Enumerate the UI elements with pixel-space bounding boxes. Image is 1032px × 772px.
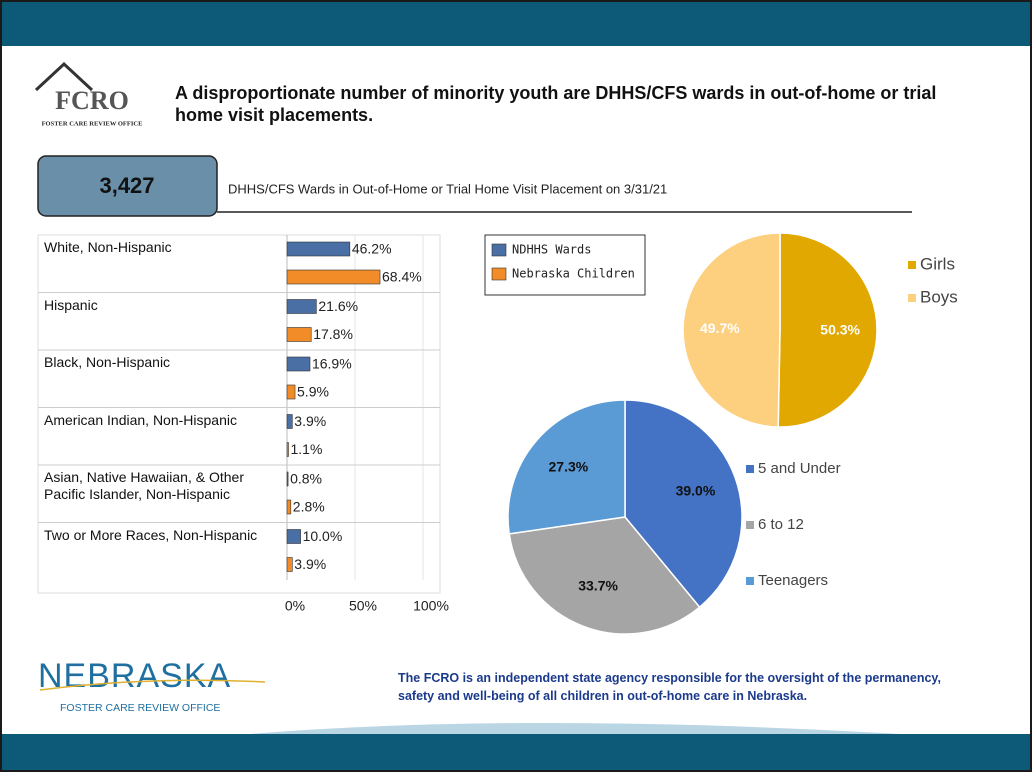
value-label: 16.9% — [312, 356, 352, 372]
x-tick-label: 50% — [349, 598, 377, 614]
value-label: 50.3% — [820, 321, 860, 337]
value-label: 33.7% — [578, 578, 618, 594]
bar-legend — [484, 234, 646, 296]
legend-swatch — [746, 521, 754, 529]
bar — [286, 269, 381, 285]
legend-swatch — [746, 465, 754, 473]
wave — [250, 723, 900, 734]
legend-swatch — [491, 243, 507, 257]
bar — [286, 241, 351, 257]
pie-slice — [777, 232, 878, 428]
legend-label: 6 to 12 — [758, 516, 804, 533]
category-label: Hispanic — [44, 296, 98, 313]
footer-note: The FCRO is an independent state agency … — [398, 671, 941, 703]
value-label: 3.9% — [294, 556, 326, 572]
value-label: 10.0% — [303, 528, 343, 544]
value-label: 46.2% — [352, 241, 392, 257]
category-label: Asian, Native Hawaiian, & Other Pacific … — [44, 469, 244, 502]
legend-swatch — [746, 577, 754, 585]
value-label: 21.6% — [318, 298, 358, 314]
category-label: Two or More Races, Non-Hispanic — [44, 526, 258, 543]
bar — [286, 356, 311, 372]
bar — [286, 442, 289, 457]
bar — [286, 471, 289, 487]
pie-slice — [682, 232, 781, 428]
value-label: 68.4% — [382, 269, 422, 285]
value-label: 39.0% — [676, 482, 716, 498]
bar-panel — [37, 234, 441, 594]
bar — [286, 529, 301, 544]
bar — [286, 299, 317, 314]
pie-slice — [624, 399, 743, 609]
legend-label: Teenagers — [758, 572, 828, 589]
legend-swatch — [908, 261, 916, 269]
pie-slice — [507, 399, 626, 535]
legend-label: NDHHS Wards — [512, 243, 591, 257]
category-label: American Indian, Non-Hispanic — [44, 411, 237, 428]
bottom-band — [0, 734, 1032, 772]
brand-sub: FOSTER CARE REVIEW OFFICE — [60, 702, 220, 714]
value-label: 1.1% — [290, 441, 322, 457]
value-label: 3.9% — [294, 413, 326, 429]
slide-title: A disproportionate number of minority yo… — [175, 83, 937, 125]
value-label: 17.8% — [313, 326, 353, 342]
legend-swatch — [908, 294, 916, 302]
pie-slice — [508, 516, 701, 635]
logo-sub: FOSTER CARE REVIEW OFFICE — [42, 120, 143, 127]
x-tick-label: 100% — [413, 598, 449, 614]
category-label: Black, Non-Hispanic — [44, 354, 171, 370]
category-label: White, Non-Hispanic — [44, 239, 172, 255]
legend-label: Nebraska Children — [512, 267, 635, 281]
logo-roof — [34, 61, 94, 92]
legend-label: 5 and Under — [758, 460, 841, 477]
legend-swatch — [491, 267, 507, 281]
stat-label: DHHS/CFS Wards in Out-of-Home or Trial H… — [228, 181, 667, 196]
stat-value: 3,427 — [99, 173, 154, 198]
value-label: 2.8% — [293, 499, 325, 515]
bar — [286, 327, 312, 342]
legend-label: Boys — [920, 287, 958, 306]
value-label: 27.3% — [549, 459, 589, 475]
bar — [286, 557, 293, 572]
value-label: 5.9% — [297, 384, 329, 400]
brand-swoosh — [39, 679, 266, 691]
value-label: 49.7% — [700, 320, 740, 336]
brand: NEBRASKA — [38, 657, 231, 695]
bar — [286, 499, 292, 515]
logo: FCRO — [55, 86, 129, 115]
top-band — [0, 0, 1032, 46]
legend-label: Girls — [920, 254, 955, 273]
value-label: 0.8% — [290, 471, 322, 487]
stat-box — [37, 155, 218, 217]
bar — [286, 414, 293, 429]
x-tick-label: 0% — [285, 598, 305, 614]
bar — [286, 384, 296, 400]
